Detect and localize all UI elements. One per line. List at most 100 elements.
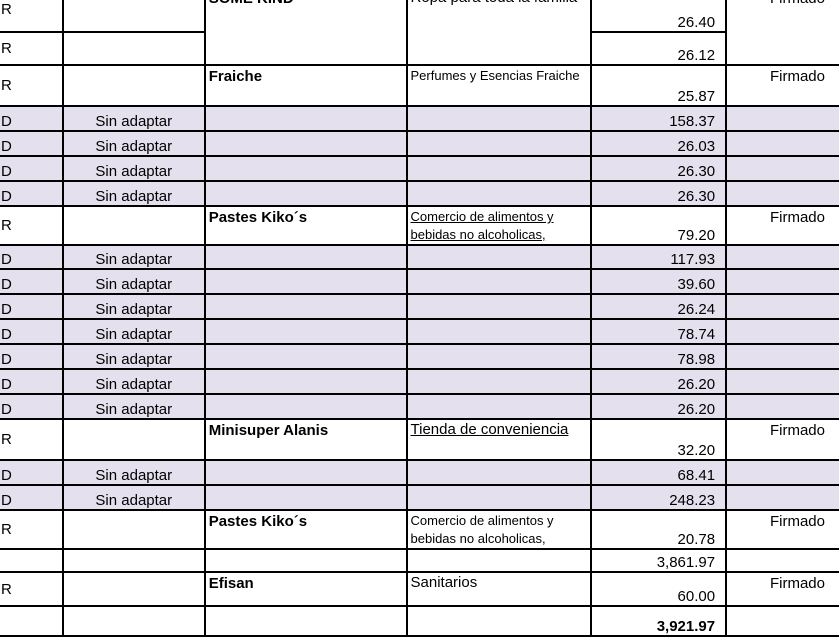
status-cell[interactable]	[725, 130, 839, 157]
status-cell[interactable]	[725, 180, 839, 207]
type-cell[interactable]: D	[0, 343, 64, 370]
business-name-cell[interactable]: Pastes Kiko´s	[203, 509, 408, 550]
description-cell[interactable]	[405, 244, 593, 270]
description-cell[interactable]	[405, 130, 593, 157]
type-cell[interactable]	[0, 548, 64, 573]
adaptation-cell[interactable]: Sin adaptar	[61, 180, 206, 207]
type-cell[interactable]: D	[0, 180, 64, 207]
adaptation-cell[interactable]: Sin adaptar	[61, 393, 206, 420]
status-cell[interactable]: Firmado	[725, 0, 839, 66]
adaptation-cell[interactable]: Sin adaptar	[61, 130, 206, 157]
type-cell[interactable]: R	[0, 571, 64, 607]
status-cell[interactable]	[725, 459, 839, 486]
description-cell[interactable]: Comercio de alimentos y bebidas no alcoh…	[405, 205, 593, 246]
type-cell[interactable]: D	[0, 459, 64, 486]
status-cell[interactable]	[725, 105, 839, 132]
amount-cell[interactable]: 68.41	[590, 459, 728, 486]
status-cell[interactable]	[725, 293, 839, 320]
amount-cell[interactable]: 26.20	[590, 368, 728, 395]
description-cell[interactable]	[405, 293, 593, 320]
business-name-cell[interactable]	[203, 459, 408, 486]
status-cell[interactable]	[725, 548, 839, 573]
business-name-cell[interactable]: Fraiche	[203, 64, 408, 107]
type-cell[interactable]: D	[0, 130, 64, 157]
amount-cell[interactable]: 26.24	[590, 293, 728, 320]
business-name-cell[interactable]	[203, 368, 408, 395]
status-cell[interactable]: Firmado	[725, 571, 839, 607]
business-name-cell[interactable]	[203, 155, 408, 182]
type-cell[interactable]: R	[0, 0, 64, 33]
amount-cell[interactable]: 26.03	[590, 130, 728, 157]
description-cell[interactable]	[405, 155, 593, 182]
adaptation-cell[interactable]: Sin adaptar	[61, 293, 206, 320]
type-cell[interactable]: D	[0, 155, 64, 182]
status-cell[interactable]	[725, 368, 839, 395]
status-cell[interactable]: Firmado	[725, 509, 839, 550]
description-cell[interactable]	[405, 368, 593, 395]
description-cell[interactable]	[405, 548, 593, 573]
adaptation-cell[interactable]	[61, 548, 206, 573]
amount-cell[interactable]: 117.93	[590, 244, 728, 270]
type-cell[interactable]: D	[0, 293, 64, 320]
business-name-cell[interactable]	[203, 605, 408, 637]
adaptation-cell[interactable]	[61, 605, 206, 637]
amount-cell[interactable]: 32.20	[590, 418, 728, 461]
business-name-cell[interactable]	[203, 180, 408, 207]
business-name-cell[interactable]	[203, 130, 408, 157]
type-cell[interactable]: R	[0, 205, 64, 246]
amount-cell[interactable]: 248.23	[590, 484, 728, 511]
description-cell[interactable]	[405, 605, 593, 637]
amount-cell[interactable]: 26.12	[590, 31, 728, 66]
business-name-cell[interactable]	[203, 484, 408, 511]
adaptation-cell[interactable]: Sin adaptar	[61, 484, 206, 511]
status-cell[interactable]	[725, 605, 839, 637]
status-cell[interactable]	[725, 268, 839, 295]
amount-cell[interactable]: 20.78	[590, 509, 728, 550]
business-name-cell[interactable]: Pastes Kiko´s	[203, 205, 408, 246]
adaptation-cell[interactable]	[61, 205, 206, 246]
amount-cell[interactable]: 26.30	[590, 155, 728, 182]
business-name-cell[interactable]	[203, 393, 408, 420]
type-cell[interactable]: D	[0, 368, 64, 395]
type-cell[interactable]: D	[0, 484, 64, 511]
amount-cell[interactable]: 26.20	[590, 393, 728, 420]
business-name-cell[interactable]	[203, 318, 408, 345]
description-cell[interactable]	[405, 268, 593, 295]
description-cell[interactable]	[405, 459, 593, 486]
status-cell[interactable]: Firmado	[725, 64, 839, 107]
description-cell[interactable]: Perfumes y Esencias Fraiche	[405, 64, 593, 107]
description-cell[interactable]: Tienda de conveniencia	[405, 418, 593, 461]
adaptation-cell[interactable]: Sin adaptar	[61, 268, 206, 295]
type-cell[interactable]	[0, 605, 64, 637]
status-cell[interactable]: Firmado	[725, 418, 839, 461]
adaptation-cell[interactable]	[61, 64, 206, 107]
adaptation-cell[interactable]: Sin adaptar	[61, 105, 206, 132]
type-cell[interactable]: D	[0, 244, 64, 270]
adaptation-cell[interactable]: Sin adaptar	[61, 459, 206, 486]
description-cell[interactable]: Sanitarios	[405, 571, 593, 607]
description-cell[interactable]	[405, 318, 593, 345]
type-cell[interactable]: R	[0, 64, 64, 107]
status-cell[interactable]	[725, 318, 839, 345]
amount-cell[interactable]: 158.37	[590, 105, 728, 132]
type-cell[interactable]: R	[0, 418, 64, 461]
adaptation-cell[interactable]: Sin adaptar	[61, 244, 206, 270]
type-cell[interactable]: D	[0, 105, 64, 132]
adaptation-cell[interactable]: Sin adaptar	[61, 155, 206, 182]
type-cell[interactable]: R	[0, 31, 64, 66]
description-cell[interactable]	[405, 105, 593, 132]
status-cell[interactable]	[725, 393, 839, 420]
business-name-cell[interactable]	[203, 244, 408, 270]
description-cell[interactable]	[405, 180, 593, 207]
description-cell[interactable]	[405, 343, 593, 370]
business-name-cell[interactable]	[203, 268, 408, 295]
status-cell[interactable]: Firmado	[725, 205, 839, 246]
status-cell[interactable]	[725, 244, 839, 270]
business-name-cell[interactable]: SOME KIND	[203, 0, 408, 66]
business-name-cell[interactable]: Efisan	[203, 571, 408, 607]
status-cell[interactable]	[725, 155, 839, 182]
amount-cell[interactable]: 3,861.97	[590, 548, 728, 573]
amount-cell[interactable]: 26.30	[590, 180, 728, 207]
business-name-cell[interactable]: Minisuper Alanis	[203, 418, 408, 461]
amount-cell[interactable]: 78.74	[590, 318, 728, 345]
